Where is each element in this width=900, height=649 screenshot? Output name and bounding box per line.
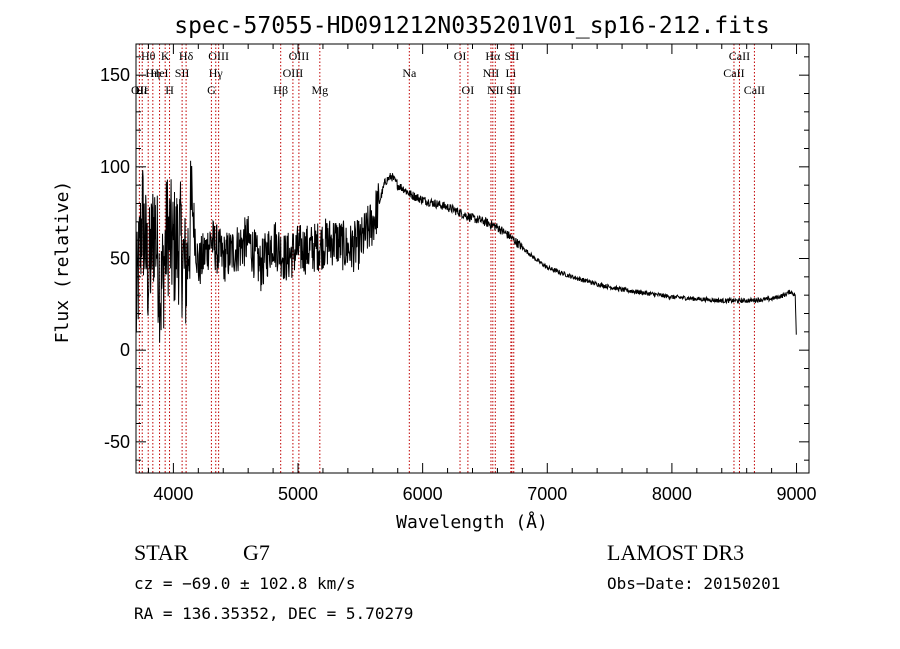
x-tick-label: 4000 [153,484,193,504]
spectral-line-label: SII [506,83,521,97]
spectral-line-label: OII [131,83,148,97]
coordinates: RA = 136.35352, DEC = 5.70279 [134,604,413,623]
spectral-line-label: H [165,83,174,97]
chart-title: spec-57055-HD091212N035201V01_sp16-212.f… [174,13,769,39]
spectral-line-label: OI [454,49,467,63]
x-tick-label: 8000 [652,484,692,504]
spectral-line-label: OIII [283,66,304,80]
spectral-line-label: Na [402,66,417,80]
spectral-line-label: OIII [208,49,229,63]
spectral-line-label: SII [175,66,190,80]
x-tick-label: 7000 [527,484,567,504]
spectral-line-label: NII [487,83,504,97]
redshift-value: cz = −69.0 ± 102.8 km/s [134,574,356,593]
y-tick-label: 0 [120,340,130,360]
spectral-line-label: CaII [744,83,765,97]
spectral-line-label: Hη [145,66,160,80]
x-tick-label: 5000 [278,484,318,504]
series-layer [135,160,797,343]
spectral-line-label: G [207,83,216,97]
object-class: STAR [134,540,189,565]
spectral-line-label: NII [483,66,500,80]
spectral-line-label: HeI [151,66,169,80]
spectral-line-label: Hθ [141,49,156,63]
spectral-line-label: OIII [289,49,310,63]
spectral-line-label: Hδ [179,49,194,63]
spectral-line-label: Hα [485,49,501,63]
y-tick-label: -50 [104,432,130,452]
ticks-layer: 4000 5000 6000 7000 8000 9000 -50 0 50 100 150 [100,44,817,504]
spectral-line-label: Hε [135,83,149,97]
x-tick-label: 6000 [403,484,443,504]
spectral-line-label: Li [506,66,517,80]
spectral-line-label: SII [505,49,520,63]
x-tick-label: 9000 [777,484,817,504]
survey-name: LAMOST DR3 [607,540,744,565]
y-axis-label: Flux (relative) [52,181,73,344]
object-subclass: G7 [243,540,270,565]
spectral-line-label: CaII [729,49,750,63]
spectral-line-label: OI [462,83,475,97]
spectral-line-label: Hγ [209,66,224,80]
spectrum-series-line [135,160,797,343]
spectral-line-label: Mg [311,83,328,97]
y-tick-label: 150 [100,65,130,85]
spectral-line-label: Hβ [273,83,288,97]
x-axis-label: Wavelength (Å) [396,511,548,533]
y-tick-label: 50 [110,249,130,269]
y-tick-label: 100 [100,157,130,177]
spectral-line-label: CaII [723,66,744,80]
spectral-line-label: K [161,49,170,63]
observation-date: Obs−Date: 20150201 [607,574,780,593]
